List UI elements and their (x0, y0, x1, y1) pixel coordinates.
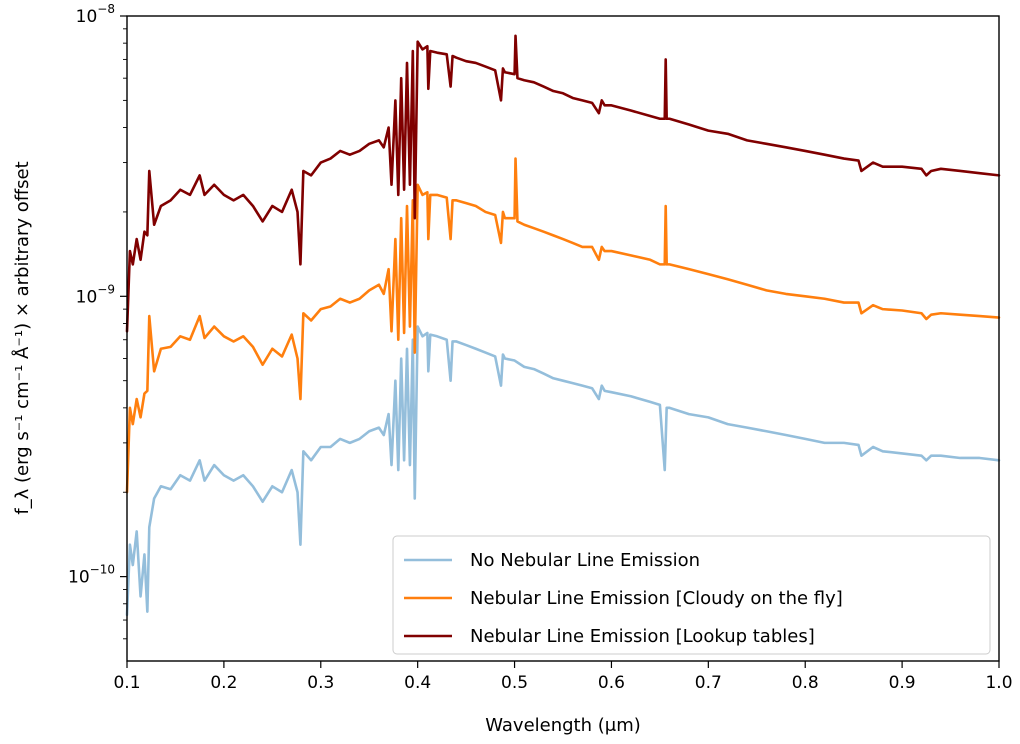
x-tick-label: 0.2 (210, 673, 237, 693)
y-tick-base: 10 (76, 287, 98, 307)
x-tick-label: 0.7 (695, 673, 722, 693)
x-tick-label: 0.4 (404, 673, 431, 693)
x-tick-label: 0.8 (792, 673, 819, 693)
y-tick-base: 10 (68, 568, 90, 588)
series-line-1 (125, 325, 1001, 617)
y-tick-label: 10−8 (76, 2, 115, 27)
legend-box (392, 535, 991, 655)
y-axis-label: f_λ (erg s⁻¹ cm⁻¹ Å⁻¹) × arbitrary offse… (11, 161, 33, 514)
legend-label: Nebular Line Emission [Lookup tables] (470, 626, 815, 647)
x-tick-label: 0.5 (501, 673, 528, 693)
x-tick-label: 1.0 (985, 673, 1012, 693)
series-line-2 (125, 157, 1001, 494)
y-tick-exponent: −10 (90, 563, 115, 577)
x-tick-label: 0.3 (307, 673, 334, 693)
x-tick-label: 0.1 (113, 673, 140, 693)
legend-label: Nebular Line Emission [Cloudy on the fly… (470, 588, 843, 609)
y-tick-exponent: −8 (97, 2, 115, 16)
plot-frame (126, 15, 1000, 662)
y-tick-base: 10 (76, 7, 98, 27)
x-axis-ticks: 0.1 0.2 0.3 0.4 0.5 0.6 0.7 0.8 0.9 1.0 (113, 661, 1013, 693)
x-tick-label: 0.6 (598, 673, 625, 693)
legend-items: No Nebular Line Emission Nebular Line Emi… (404, 550, 843, 647)
x-tick-label: 0.9 (889, 673, 916, 693)
series-line-3 (125, 34, 1001, 333)
legend: No Nebular Line Emission Nebular Line Emi… (392, 535, 991, 655)
y-tick-label: 10−10 (68, 563, 115, 588)
x-axis-label: Wavelength (μm) (485, 715, 641, 736)
series-layer (125, 34, 1001, 617)
y-tick-label: 10−9 (76, 282, 115, 307)
legend-label: No Nebular Line Emission (470, 550, 700, 571)
y-tick-exponent: −9 (97, 282, 115, 296)
